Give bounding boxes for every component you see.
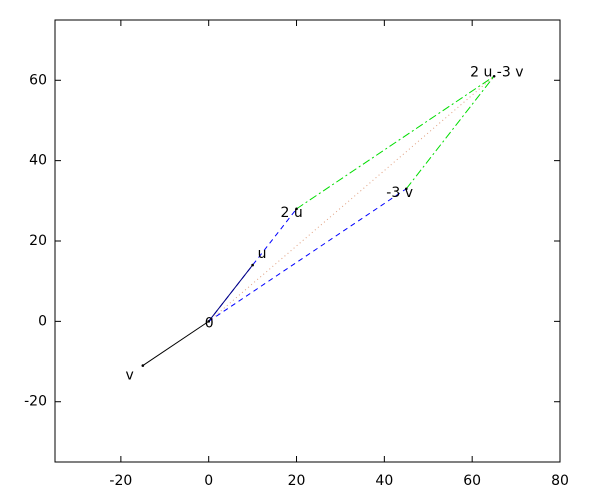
point-label: u	[258, 246, 267, 262]
vector-segment	[296, 75, 495, 210]
point-label: 2 u	[281, 205, 303, 221]
y-tick-label: 40	[29, 153, 47, 169]
point	[295, 207, 298, 211]
vector-segment	[208, 264, 254, 322]
x-tick-label: 60	[463, 473, 481, 489]
vector-segment	[208, 188, 407, 322]
x-tick-label: 20	[288, 473, 306, 489]
point-label: 0	[205, 315, 214, 331]
x-tick-label: 0	[204, 473, 213, 489]
y-tick-label: 20	[29, 233, 47, 249]
x-tick-label: -20	[109, 473, 132, 489]
point	[207, 320, 210, 323]
vector-segment	[405, 75, 495, 190]
plot-frame	[54, 19, 561, 463]
x-tick-label: 40	[375, 473, 393, 489]
vector-segment	[208, 75, 495, 322]
point	[405, 187, 408, 191]
vector-segment	[142, 320, 209, 366]
point-label: -3 v	[386, 185, 413, 201]
y-tick-label: -20	[24, 394, 47, 410]
point-label: v	[126, 368, 134, 384]
y-tick-label: 60	[29, 72, 47, 88]
point	[251, 263, 254, 267]
vector-segment	[208, 208, 297, 322]
y-tick-label: 0	[38, 313, 47, 329]
point	[141, 364, 145, 367]
x-tick-label: 80	[551, 473, 569, 489]
point-label: 2 u -3 v	[470, 64, 523, 80]
point	[492, 74, 496, 78]
